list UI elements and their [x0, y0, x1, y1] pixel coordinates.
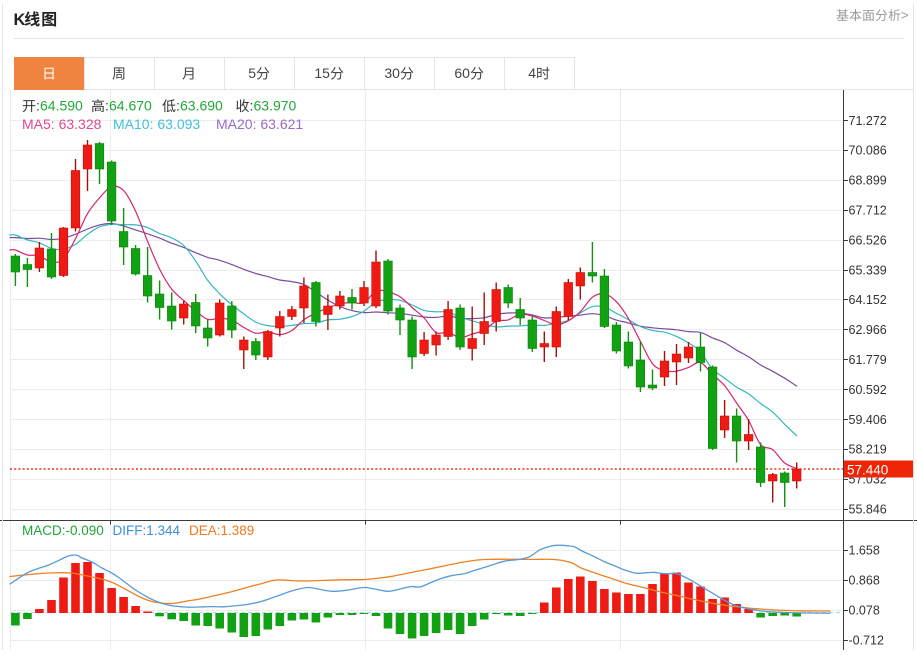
svg-text:59.406: 59.406: [849, 413, 887, 427]
svg-text:MACD:-0.090: MACD:-0.090: [22, 523, 104, 538]
svg-text::: :: [176, 98, 180, 114]
svg-text:0.868: 0.868: [849, 574, 880, 588]
svg-text:MA5: 63.328: MA5: 63.328: [22, 116, 102, 132]
svg-text:60: 60: [454, 65, 470, 81]
svg-text:15: 15: [314, 65, 330, 81]
svg-text:DIFF:1.344: DIFF:1.344: [113, 523, 181, 538]
svg-text:67.712: 67.712: [849, 204, 887, 218]
svg-text::: :: [105, 98, 109, 114]
svg-text:0.078: 0.078: [849, 604, 880, 618]
svg-text:66.526: 66.526: [849, 233, 887, 247]
svg-text:62.966: 62.966: [849, 323, 887, 337]
svg-text:63.970: 63.970: [254, 98, 297, 114]
svg-text:65.339: 65.339: [849, 263, 887, 277]
svg-text:58.219: 58.219: [849, 443, 887, 457]
svg-text:55.846: 55.846: [849, 503, 887, 517]
svg-text:4: 4: [528, 65, 536, 81]
svg-text:71.272: 71.272: [849, 114, 887, 128]
svg-text:MA10: 63.093: MA10: 63.093: [113, 116, 200, 132]
svg-text:MA20: 63.621: MA20: 63.621: [216, 116, 303, 132]
svg-text:5: 5: [248, 65, 256, 81]
svg-text:57.440: 57.440: [847, 463, 888, 478]
svg-text:-0.712: -0.712: [849, 633, 884, 647]
svg-text:>: >: [901, 8, 909, 23]
svg-text:64.670: 64.670: [109, 98, 152, 114]
svg-text:64.152: 64.152: [849, 293, 887, 307]
svg-text::: :: [250, 98, 254, 114]
svg-text:63.690: 63.690: [180, 98, 223, 114]
svg-text:64.590: 64.590: [40, 98, 83, 114]
svg-text:68.899: 68.899: [849, 174, 887, 188]
svg-text:30: 30: [384, 65, 400, 81]
svg-text:60.592: 60.592: [849, 383, 887, 397]
svg-text:1.658: 1.658: [849, 544, 880, 558]
svg-text:61.779: 61.779: [849, 353, 887, 367]
svg-text::: :: [36, 98, 40, 114]
svg-text:DEA:1.389: DEA:1.389: [189, 523, 254, 538]
svg-text:70.086: 70.086: [849, 144, 887, 158]
svg-text:K: K: [14, 11, 26, 29]
